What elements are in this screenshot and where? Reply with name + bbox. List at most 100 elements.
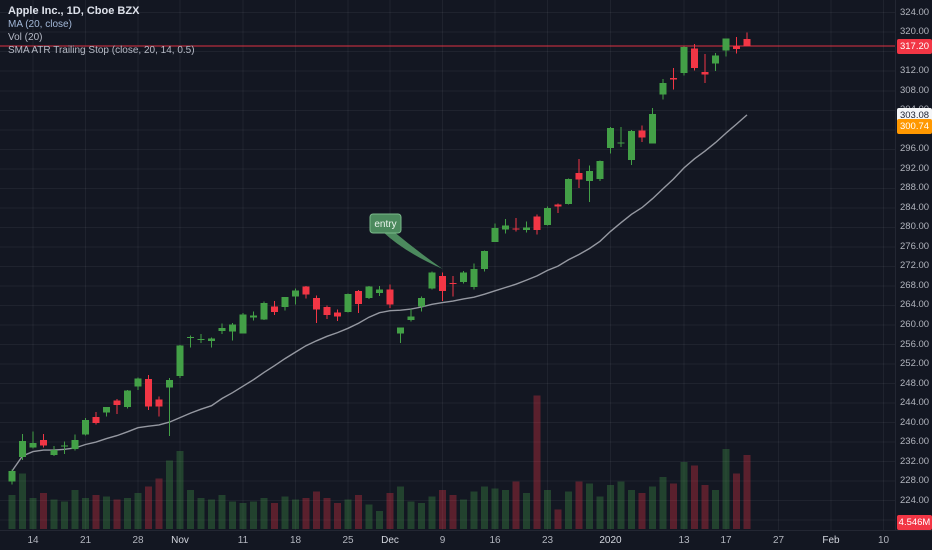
- candle-body: [8, 470, 16, 482]
- volume-bar: [701, 484, 709, 529]
- indicator-ma-label[interactable]: MA (20, close): [8, 19, 72, 30]
- time-tick: 17: [720, 535, 732, 546]
- volume-bar: [92, 494, 100, 529]
- volume-bar: [596, 496, 604, 529]
- candle-body: [281, 296, 289, 308]
- volume-bar: [344, 499, 352, 529]
- candle-body: [239, 314, 247, 334]
- price-tick: 268.00: [900, 279, 930, 291]
- volume-bar: [134, 493, 142, 529]
- time-tick: 25: [342, 535, 354, 546]
- last-price-badge: 317.20: [897, 38, 932, 54]
- volume-bar: [323, 498, 331, 529]
- volume-bar: [239, 502, 247, 529]
- time-tick: 14: [27, 535, 39, 546]
- time-tick: 16: [489, 535, 501, 546]
- candle-body: [365, 286, 373, 298]
- candle-body: [260, 303, 268, 320]
- volume-bar: [680, 462, 688, 529]
- price-tick: 288.00: [900, 182, 930, 194]
- indicator-atr-stop-label[interactable]: SMA ATR Trailing Stop (close, 20, 14, 0.…: [8, 45, 195, 56]
- volume-bar: [113, 499, 121, 529]
- price-tick: 324.00: [900, 6, 930, 18]
- candle-body: [512, 228, 520, 230]
- time-tick: 10: [877, 535, 890, 546]
- price-chart-canvas[interactable]: entry: [0, 0, 895, 530]
- candle-body: [376, 289, 383, 293]
- volume-bar: [397, 486, 404, 529]
- volume-bar: [575, 481, 583, 529]
- volume-bar: [166, 460, 173, 529]
- candle-body: [134, 378, 142, 387]
- candle-body: [355, 291, 362, 305]
- candle-body: [19, 441, 26, 458]
- candle-body: [544, 207, 551, 225]
- candles-layer: [8, 32, 751, 485]
- candle-body: [292, 290, 299, 297]
- volume-bar: [302, 498, 310, 529]
- time-tick: 28: [132, 535, 144, 546]
- candle-body: [428, 272, 436, 289]
- price-tick: 284.00: [900, 201, 930, 213]
- volume-bar: [82, 498, 89, 529]
- price-axis[interactable]: 324.00320.00316.00312.00308.00304.00300.…: [895, 0, 932, 530]
- candle-body: [617, 142, 625, 144]
- ma-value-badge: 303.08: [897, 107, 932, 123]
- volume-bar: [733, 473, 740, 529]
- candle-body: [113, 400, 121, 406]
- atr-stop-value-badge: 300.74: [897, 119, 932, 135]
- price-tick: 240.00: [900, 416, 930, 428]
- indicator-volume-label[interactable]: Vol (20): [8, 32, 43, 43]
- volume-bar: [722, 449, 730, 529]
- price-tick: 248.00: [900, 377, 930, 389]
- candle-body: [155, 399, 163, 407]
- price-tick: 260.00: [900, 319, 930, 330]
- candle-body: [334, 312, 341, 317]
- entry-callout-label: entry: [374, 219, 396, 230]
- candle-body: [82, 420, 89, 435]
- volume-bar: [628, 489, 635, 529]
- candle-body: [712, 55, 719, 64]
- volume-bar: [218, 494, 226, 529]
- candle-body: [271, 306, 278, 313]
- time-axis[interactable]: 14 21 28 Nov 11 18 25 Dec 9 16 23 2020 13 17 27 Feb 10: [0, 530, 932, 550]
- volume-bar: [40, 493, 47, 529]
- entry-callout-box[interactable]: [369, 213, 402, 234]
- volume-bar: [691, 465, 698, 529]
- volume-bar: [649, 486, 656, 529]
- price-tick: 264.00: [900, 299, 930, 311]
- symbol-title[interactable]: Apple Inc., 1D, Cboe BZX: [8, 5, 140, 17]
- time-tick: Dec: [381, 535, 399, 546]
- candle-body: [229, 324, 236, 332]
- volume-bar: [8, 494, 16, 529]
- time-tick: 21: [79, 535, 92, 546]
- ma-line[interactable]: [11, 114, 748, 472]
- volume-bar: [61, 501, 68, 529]
- candle-body: [124, 390, 131, 408]
- time-tick: 13: [678, 535, 690, 546]
- volume-bar: [155, 478, 163, 529]
- price-tick: 296.00: [900, 143, 930, 155]
- grid-layer: [0, 0, 895, 530]
- volume-bar: [481, 486, 488, 529]
- volume-bar: [607, 484, 614, 529]
- candle-body: [103, 407, 110, 413]
- candle-body: [439, 276, 446, 292]
- candle-body: [649, 114, 656, 144]
- volume-layer: [8, 395, 751, 529]
- volume-bar: [659, 476, 667, 529]
- candle-body: [481, 251, 488, 270]
- volume-bar: [554, 509, 562, 529]
- candle-body: [61, 445, 68, 447]
- candle-body: [208, 338, 215, 341]
- candle-body: [596, 160, 604, 179]
- price-tick: 280.00: [900, 221, 930, 233]
- candle-body: [197, 339, 205, 341]
- volume-bar: [638, 493, 646, 529]
- candle-body: [502, 225, 509, 230]
- candle-body: [670, 78, 677, 80]
- price-tick: 276.00: [900, 240, 930, 252]
- volume-bar: [145, 486, 152, 529]
- candle-body: [691, 48, 698, 68]
- candle-body: [323, 307, 331, 316]
